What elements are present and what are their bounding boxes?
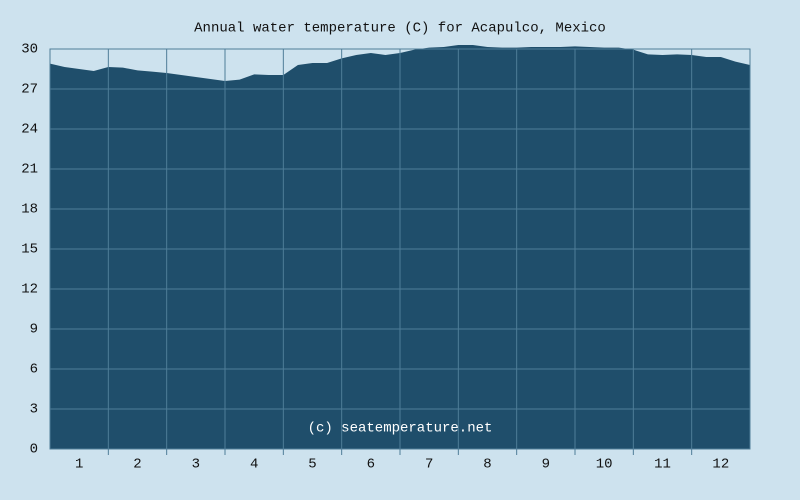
chart-title: Annual water temperature (C) for Acapulc… xyxy=(194,21,606,37)
x-tick-label: 1 xyxy=(75,457,83,473)
y-tick-label: 27 xyxy=(21,82,38,98)
x-tick-label: 5 xyxy=(308,457,316,473)
plot-frame xyxy=(49,48,751,450)
x-tick-label: 4 xyxy=(250,457,258,473)
x-tick-label: 10 xyxy=(596,457,613,473)
y-tick-label: 24 xyxy=(21,122,38,138)
y-tick-label: 12 xyxy=(21,282,38,298)
y-tick-label: 9 xyxy=(30,322,38,338)
watermark: (c) seatemperature.net xyxy=(308,421,493,437)
x-tick-label: 6 xyxy=(367,457,375,473)
y-tick-label: 3 xyxy=(30,402,38,418)
y-tick-label: 0 xyxy=(30,442,38,458)
x-tick-label: 8 xyxy=(483,457,491,473)
x-tick-label: 12 xyxy=(712,457,729,473)
x-tick-label: 3 xyxy=(192,457,200,473)
x-tick-label: 2 xyxy=(133,457,141,473)
x-tick-label: 9 xyxy=(542,457,550,473)
y-tick-label: 15 xyxy=(21,242,38,258)
y-tick-label: 30 xyxy=(21,42,38,58)
y-tick-label: 21 xyxy=(21,162,38,178)
y-tick-label: 18 xyxy=(21,202,38,218)
y-tick-label: 6 xyxy=(30,362,38,378)
x-tick-label: 7 xyxy=(425,457,433,473)
x-tick-label: 11 xyxy=(654,457,671,473)
